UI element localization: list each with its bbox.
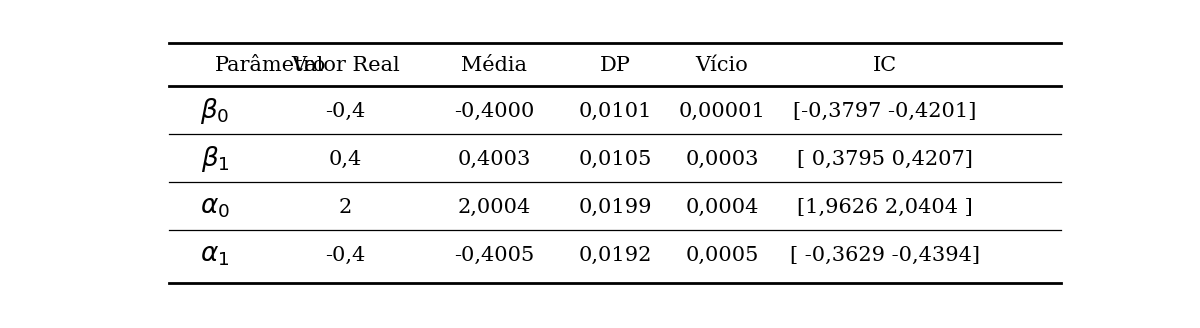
Text: $\alpha_1$: $\alpha_1$ (200, 242, 229, 268)
Text: $\beta_1$: $\beta_1$ (200, 144, 229, 174)
Text: [ 0,3795 0,4207]: [ 0,3795 0,4207] (797, 150, 973, 169)
Text: 0,0003: 0,0003 (685, 150, 758, 169)
Text: Valor Real: Valor Real (290, 56, 400, 75)
Text: Parâmetro: Parâmetro (215, 56, 326, 75)
Text: 2,0004: 2,0004 (457, 198, 530, 217)
Text: 0,0004: 0,0004 (685, 198, 758, 217)
Text: [ -0,3629 -0,4394]: [ -0,3629 -0,4394] (790, 246, 979, 265)
Text: 0,4: 0,4 (329, 150, 362, 169)
Text: 2: 2 (338, 198, 352, 217)
Text: 0,0199: 0,0199 (578, 198, 652, 217)
Text: -0,4: -0,4 (325, 102, 366, 121)
Text: Média: Média (461, 56, 527, 75)
Text: [1,9626 2,0404 ]: [1,9626 2,0404 ] (797, 198, 972, 217)
Text: $\alpha_0$: $\alpha_0$ (200, 194, 230, 220)
Text: 0,0101: 0,0101 (578, 102, 652, 121)
Text: $\beta_0$: $\beta_0$ (200, 96, 229, 126)
Text: -0,4005: -0,4005 (454, 246, 534, 265)
Text: Vício: Vício (696, 56, 749, 75)
Text: DP: DP (600, 56, 630, 75)
Text: IC: IC (872, 56, 896, 75)
Text: -0,4: -0,4 (325, 246, 366, 265)
Text: 0,00001: 0,00001 (678, 102, 766, 121)
Text: 0,4003: 0,4003 (457, 150, 530, 169)
Text: 0,0192: 0,0192 (578, 246, 652, 265)
Text: [-0,3797 -0,4201]: [-0,3797 -0,4201] (793, 102, 977, 121)
Text: 0,0005: 0,0005 (685, 246, 758, 265)
Text: -0,4000: -0,4000 (454, 102, 534, 121)
Text: 0,0105: 0,0105 (578, 150, 652, 169)
